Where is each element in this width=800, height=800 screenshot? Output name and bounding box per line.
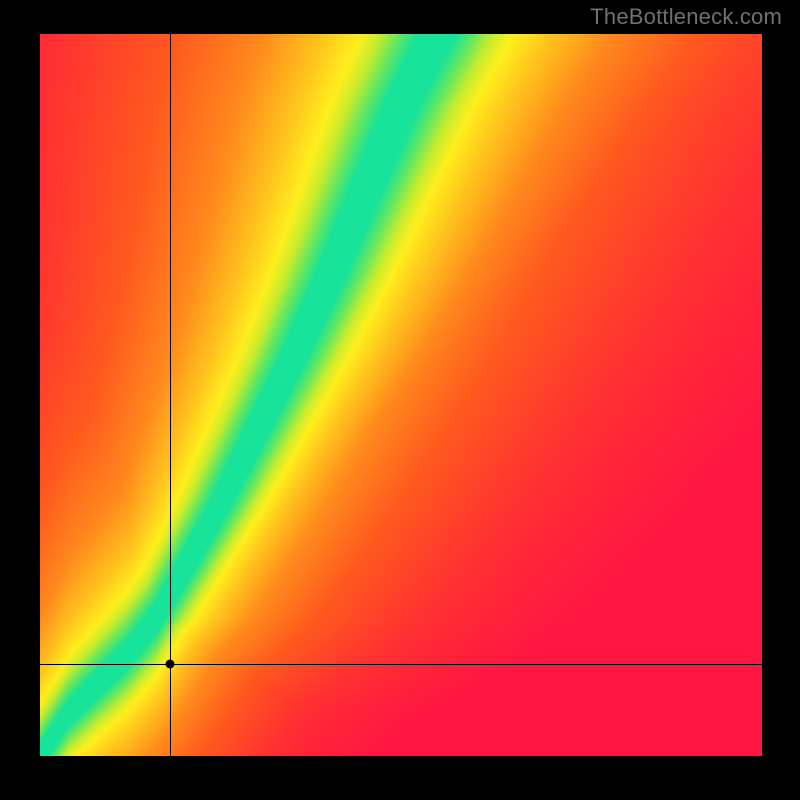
crosshair-vertical (170, 34, 171, 756)
crosshair-horizontal (40, 664, 762, 665)
heatmap-canvas (40, 34, 762, 756)
figure-root: TheBottleneck.com (0, 0, 800, 800)
crosshair-marker (165, 659, 174, 668)
watermark-text: TheBottleneck.com (590, 4, 782, 30)
heatmap-plot (40, 34, 762, 756)
